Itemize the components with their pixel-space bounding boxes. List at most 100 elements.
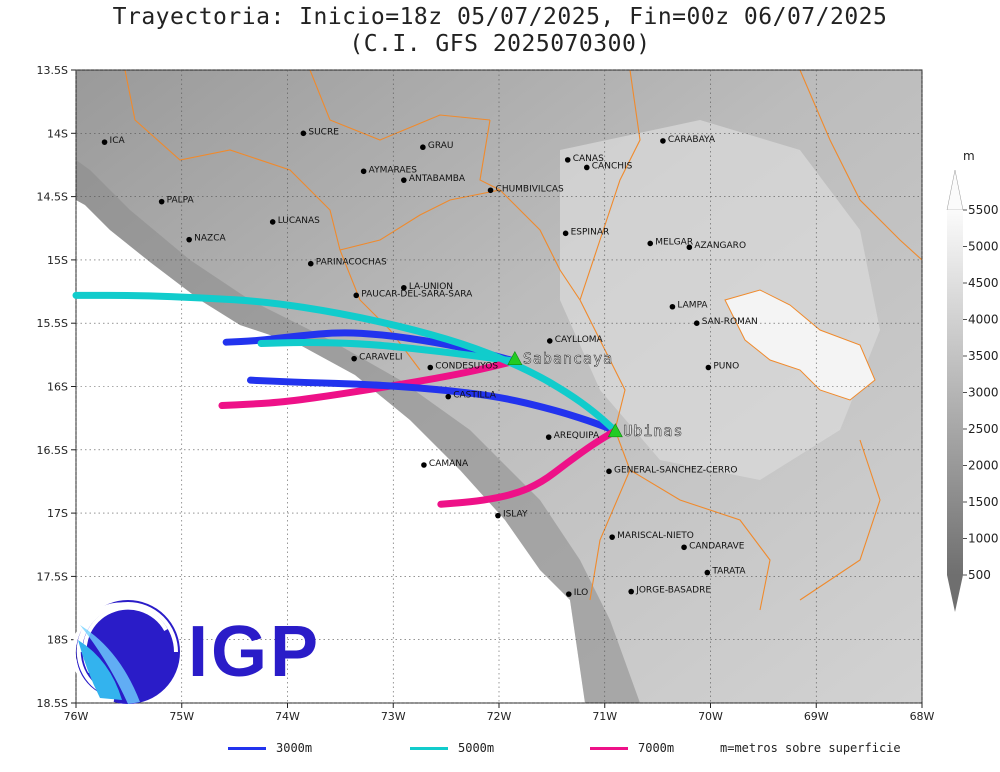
colorbar-label: 3000 <box>968 386 999 400</box>
city-label-espinar: ESPINAR <box>571 227 610 237</box>
y-tick-label: 14S <box>47 127 68 140</box>
legend-swatch-5000 <box>410 746 448 750</box>
y-tick-label: 14.5S <box>37 191 68 204</box>
colorbar-label: 5000 <box>968 240 999 254</box>
colorbar-label: 2500 <box>968 422 999 436</box>
trajectory-sabancaya-7000m <box>218 357 519 409</box>
city-dot-aymaraes <box>360 168 367 175</box>
city-label-general-sanchez-cerro: GENERAL-SANCHEZ-CERRO <box>614 465 738 475</box>
city-label-arequipa: AREQUIPA <box>554 431 600 441</box>
city-label-puno: PUNO <box>713 362 739 372</box>
city-dot-puno <box>705 364 712 371</box>
volcano-triangle-icon-sabancaya <box>507 351 523 365</box>
city-dot-caylloma <box>546 338 553 344</box>
city-label-aymaraes: AYMARAES <box>369 165 418 175</box>
volcano-markers: Sabancaya Ubinas <box>507 349 683 440</box>
city-dot-arequipa <box>545 434 552 440</box>
city-dot-parinacochas <box>307 260 314 267</box>
city-dot-castilla <box>445 393 452 400</box>
city-dot-lucanas <box>269 219 276 225</box>
trajectory-ubinas-7000m <box>437 427 619 508</box>
city-dot-sucre <box>300 130 307 137</box>
city-dot-canchis <box>583 164 590 171</box>
legend-swatch-3000 <box>228 746 266 750</box>
city-dot-nazca <box>186 236 192 243</box>
city-label-melgar: MELGAR <box>655 237 693 247</box>
map-title-line2: (C.I. GFS 2025070300) <box>349 31 651 57</box>
city-dot-palpa <box>158 198 165 205</box>
city-dot-mariscal-nieto <box>609 534 615 540</box>
x-tick-label: 71W <box>592 710 617 723</box>
colorbar-top-tip <box>946 169 964 211</box>
city-dot-espinar <box>562 230 569 237</box>
city-dot-canas <box>564 157 571 163</box>
legend-item-7000: 7000m <box>590 741 674 755</box>
x-tick-label: 74W <box>275 710 300 723</box>
city-label-condesuyos: CONDESUYOS <box>435 362 498 372</box>
city-dot-san-roman <box>693 320 700 327</box>
colorbar-label: 2000 <box>968 459 999 473</box>
volcano-label-ubinas: Ubinas <box>623 422 683 440</box>
colorbar-label: 4500 <box>968 276 999 290</box>
city-label-castilla: CASTILLA <box>453 391 497 401</box>
city-label-camana: CAMANA <box>429 459 469 469</box>
city-dot-condesuyos <box>427 364 434 371</box>
colorbar-label: 3500 <box>968 349 999 363</box>
x-tick-label: 75W <box>169 710 194 723</box>
city-label-la-union: LA-UNION <box>409 282 453 292</box>
city-label-nazca: NAZCA <box>194 234 226 244</box>
city-dot-ilo <box>565 591 572 597</box>
y-tick-label: 15.5S <box>37 317 68 330</box>
city-label-san-roman: SAN-ROMAN <box>702 317 758 327</box>
city-dot-tarata <box>704 569 711 576</box>
volcano-triangle-icon-ubinas <box>607 423 623 438</box>
highland-plateau <box>560 120 880 480</box>
trajectory-ubinas-3000m <box>246 376 619 435</box>
city-dot-antabamba <box>401 177 407 183</box>
y-tick-label: 16S <box>47 381 68 394</box>
y-tick-label: 17.5S <box>37 570 68 583</box>
colorbar-label: 5500 <box>968 203 999 217</box>
legend-label-3000: 3000m <box>276 741 313 755</box>
city-dot-azangaro <box>686 244 693 251</box>
city-dot-grau <box>420 144 426 151</box>
legend-label-5000: 5000m <box>458 741 495 755</box>
y-tick-label: 16.5S <box>37 444 68 457</box>
x-tick-label: 68W <box>910 710 935 723</box>
x-tick-label: 72W <box>487 710 512 723</box>
city-label-parinacochas: PARINACOCHAS <box>316 258 387 268</box>
city-dot-camana <box>421 462 427 468</box>
igp-logo-text: IGP <box>188 612 321 692</box>
city-dot-paucar-del-sara-sara <box>353 292 360 299</box>
trajectory-lines <box>72 291 619 508</box>
y-tick-label: 18.5S <box>37 697 68 710</box>
axis-ticks: 76W 75W 74W 73W 72W 71W 70W 69W 68W 13.5S 14S 14.5S… <box>37 64 935 723</box>
colorbar-label: 4000 <box>968 313 999 327</box>
legend-item-3000: 3000m <box>228 741 312 755</box>
city-dot-islay <box>495 512 501 519</box>
legend-swatch-7000 <box>590 746 628 750</box>
city-label-mariscal-nieto: MARISCAL-NIETO <box>617 531 694 541</box>
igp-globe-icon <box>71 600 180 704</box>
city-dot-general-sanchez-cerro <box>606 468 612 475</box>
city-label-canchis: CANCHIS <box>592 161 633 171</box>
city-label-ilo: ILO <box>574 588 588 598</box>
colorbar-label: 500 <box>968 568 991 582</box>
city-dot-melgar <box>647 240 654 247</box>
city-dot-candarave <box>681 544 687 551</box>
legend-unit-note: m=metros sobre superficie <box>720 741 901 755</box>
y-tick-label: 18S <box>47 634 68 647</box>
city-dot-ica <box>101 139 108 145</box>
department-borders <box>124 70 922 611</box>
city-label-grau: GRAU <box>428 141 454 151</box>
y-tick-label: 17S <box>47 507 68 520</box>
city-label-antabamba: ANTABAMBA <box>409 174 466 184</box>
city-label-islay: ISLAY <box>503 510 528 520</box>
legend-label-7000: 7000m <box>638 741 675 755</box>
colorbar-label: 1500 <box>968 495 999 509</box>
city-label-lampa: LAMPA <box>677 301 708 311</box>
city-label-lucanas: LUCANAS <box>278 216 320 226</box>
city-dot-lampa <box>669 303 676 310</box>
city-dot-carabaya <box>660 138 666 144</box>
